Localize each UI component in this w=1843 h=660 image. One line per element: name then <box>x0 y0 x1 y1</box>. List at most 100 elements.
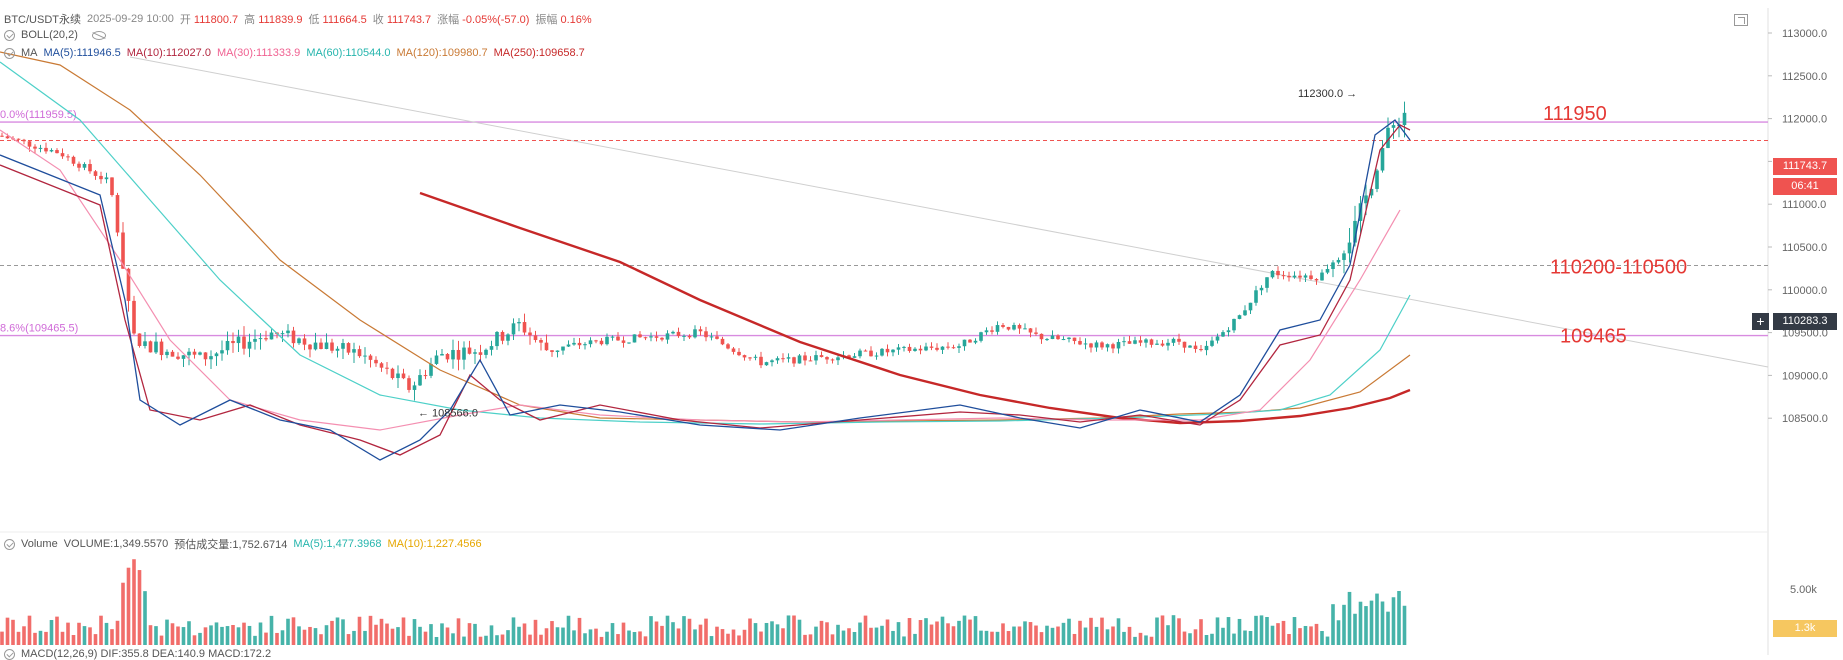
volume-bar <box>511 617 516 645</box>
volume-bar <box>610 623 615 645</box>
volume-bar <box>148 625 153 645</box>
volume-bar <box>368 615 373 645</box>
candle-body <box>1232 318 1236 331</box>
candle-body <box>825 357 829 360</box>
volume-bar <box>170 623 175 645</box>
candle-body <box>770 360 774 363</box>
volume-bar <box>896 622 901 645</box>
boll-label[interactable]: BOLL(20,2) <box>21 29 78 41</box>
volume-bar <box>357 616 362 645</box>
volume-bar <box>1287 634 1291 645</box>
candle-body <box>1028 328 1033 333</box>
candle-body <box>1089 343 1093 348</box>
volume-bar <box>1320 631 1324 645</box>
candle-body <box>71 156 76 164</box>
volume-bar <box>308 626 312 645</box>
volume-bar <box>671 622 675 645</box>
volume-bar <box>379 618 384 645</box>
change-value: -0.05%(-57.0) <box>462 14 530 26</box>
candle-body <box>682 335 686 337</box>
candle-body <box>308 344 312 350</box>
volume-bar <box>440 623 444 645</box>
volume-bar <box>1160 615 1165 645</box>
volume-bar <box>1248 630 1253 645</box>
candle-body <box>352 349 356 353</box>
candle-body <box>632 334 637 343</box>
candle-body <box>1276 270 1280 276</box>
volume-ma5: MA(5):1,477.3968 <box>293 538 382 550</box>
low-value: 111664.5 <box>322 14 367 26</box>
settings-icon[interactable] <box>4 47 15 59</box>
volume-bar <box>242 622 246 645</box>
candle-body <box>82 164 87 168</box>
candle-body <box>1210 340 1214 346</box>
volume-bar <box>473 623 477 645</box>
volume-bar <box>1001 623 1005 645</box>
high-price-marker: 112300.0 → <box>1298 88 1357 100</box>
symbol-label[interactable]: BTC/USDT永续 <box>4 14 81 26</box>
candle-body <box>885 348 890 353</box>
candle-body <box>1199 349 1203 351</box>
ma-label[interactable]: MA <box>21 47 38 59</box>
candle-body <box>1204 345 1209 351</box>
candle-body <box>1177 338 1181 342</box>
candle-body <box>258 338 263 340</box>
volume-bar <box>44 631 48 645</box>
volume-bar <box>940 616 945 645</box>
volume-bar <box>605 631 609 645</box>
volume-bar <box>192 635 197 645</box>
candle-body <box>973 340 978 343</box>
candle-body <box>687 335 692 338</box>
candle-body <box>396 373 400 379</box>
candle-body <box>1094 342 1099 348</box>
candle-body <box>253 338 257 342</box>
volume-bar <box>1045 625 1049 645</box>
ma60-line <box>0 61 1411 425</box>
settings-icon[interactable] <box>4 648 15 660</box>
volume-bar <box>352 630 356 645</box>
volume-bar <box>1193 629 1198 645</box>
candle-body <box>995 325 1000 332</box>
candle-body <box>313 342 318 350</box>
candle-body <box>489 346 494 350</box>
volume-bar <box>1292 617 1297 645</box>
candle-body <box>616 336 620 341</box>
fullscreen-icon[interactable] <box>1734 14 1748 26</box>
volume-bar <box>1276 623 1280 645</box>
volume-bar <box>891 630 895 645</box>
crosshair-plus-icon[interactable]: + <box>1752 313 1769 330</box>
candle-body <box>1155 343 1159 345</box>
volume-bar <box>632 632 637 645</box>
volume-bar <box>1083 627 1088 645</box>
volume-bar <box>682 616 686 645</box>
hide-eye-icon[interactable] <box>91 30 106 40</box>
candle-body <box>819 355 824 358</box>
fib-level-label: 0.0%(111959.5) <box>0 109 77 121</box>
settings-icon[interactable] <box>4 29 15 41</box>
settings-icon[interactable] <box>4 538 15 550</box>
volume-bar <box>181 627 186 645</box>
volume-bar <box>1254 615 1258 645</box>
volume-bar <box>737 635 741 645</box>
estimated-volume: 预估成交量:1,752.6714 <box>174 539 288 551</box>
volume-bar <box>665 615 670 645</box>
volume-bar <box>390 628 395 645</box>
volume-bar <box>1127 626 1132 645</box>
candle-body <box>671 331 675 334</box>
volume-bar <box>49 619 54 645</box>
volume-bar <box>1171 615 1176 645</box>
volume-label[interactable]: Volume <box>21 538 58 550</box>
volume-bar <box>143 591 147 645</box>
volume-bar <box>1034 625 1038 645</box>
change-label: 涨幅 <box>437 14 460 26</box>
price-tick-label: 109000.0 <box>1782 370 1828 382</box>
candle-body <box>775 358 780 361</box>
candle-body <box>638 334 642 338</box>
candle-body <box>693 329 697 338</box>
candle-body <box>1254 290 1258 303</box>
volume-bar <box>324 625 329 645</box>
candle-body <box>1270 270 1275 278</box>
candle-body <box>269 332 274 340</box>
candle-body <box>330 342 334 351</box>
candle-body <box>368 355 373 360</box>
